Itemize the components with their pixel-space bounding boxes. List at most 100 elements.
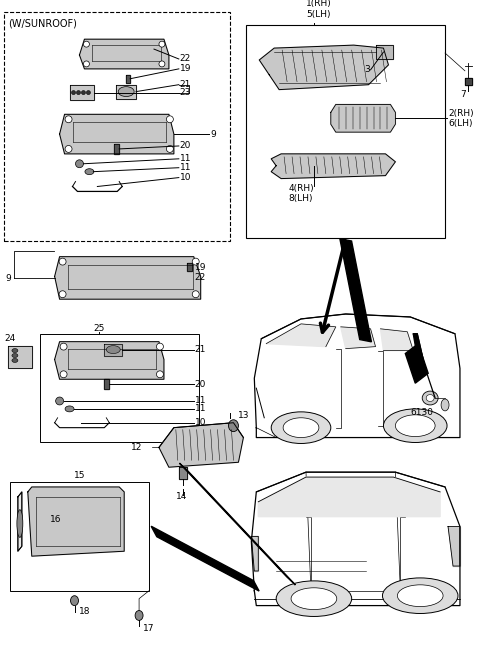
Polygon shape — [18, 492, 22, 551]
Text: 19: 19 — [195, 263, 206, 272]
Ellipse shape — [84, 61, 89, 67]
Text: 24: 24 — [4, 334, 15, 343]
Ellipse shape — [12, 358, 18, 362]
Polygon shape — [104, 344, 122, 356]
Text: 10: 10 — [195, 419, 206, 427]
Ellipse shape — [65, 406, 74, 412]
Ellipse shape — [422, 391, 438, 405]
Ellipse shape — [384, 409, 447, 443]
Polygon shape — [180, 463, 295, 585]
Ellipse shape — [59, 291, 66, 298]
Ellipse shape — [85, 169, 94, 174]
Polygon shape — [340, 239, 372, 342]
Ellipse shape — [271, 412, 331, 443]
Text: 14: 14 — [176, 493, 187, 501]
Polygon shape — [252, 537, 258, 571]
Polygon shape — [104, 379, 109, 389]
Ellipse shape — [118, 87, 134, 96]
Text: 21: 21 — [195, 345, 206, 354]
Polygon shape — [179, 467, 187, 479]
Ellipse shape — [135, 611, 143, 621]
Polygon shape — [266, 324, 336, 346]
Polygon shape — [70, 85, 95, 100]
Polygon shape — [448, 527, 460, 566]
Ellipse shape — [441, 399, 449, 411]
Polygon shape — [159, 422, 243, 467]
Ellipse shape — [17, 510, 23, 537]
Ellipse shape — [76, 91, 81, 94]
Bar — [4, 12, 230, 241]
Text: 16: 16 — [49, 515, 61, 524]
Text: 2(RH): 2(RH) — [448, 109, 474, 118]
Polygon shape — [8, 346, 32, 369]
Polygon shape — [114, 144, 119, 154]
Polygon shape — [375, 45, 394, 59]
Text: 8(LH): 8(LH) — [289, 194, 313, 203]
Polygon shape — [413, 334, 425, 369]
Polygon shape — [331, 104, 396, 132]
Polygon shape — [151, 526, 259, 591]
Text: 25: 25 — [94, 324, 105, 333]
Ellipse shape — [84, 41, 89, 47]
Ellipse shape — [156, 371, 163, 378]
Text: 23: 23 — [180, 88, 191, 97]
Ellipse shape — [192, 291, 199, 298]
Ellipse shape — [396, 415, 435, 436]
Text: 1(RH): 1(RH) — [306, 0, 332, 8]
Ellipse shape — [283, 418, 319, 438]
Polygon shape — [252, 472, 460, 605]
Ellipse shape — [59, 258, 66, 265]
Ellipse shape — [72, 91, 75, 94]
Text: 6130: 6130 — [410, 408, 433, 417]
Ellipse shape — [228, 420, 239, 432]
Text: 22: 22 — [195, 273, 206, 282]
Ellipse shape — [383, 578, 458, 613]
Text: 9: 9 — [211, 130, 216, 138]
Polygon shape — [381, 329, 413, 350]
Ellipse shape — [106, 346, 120, 354]
Ellipse shape — [60, 343, 67, 350]
Polygon shape — [271, 154, 396, 178]
Ellipse shape — [86, 91, 90, 94]
Ellipse shape — [71, 596, 79, 605]
Ellipse shape — [291, 588, 337, 609]
Text: 21: 21 — [180, 80, 191, 89]
Text: 19: 19 — [180, 64, 192, 73]
Text: (W/SUNROOF): (W/SUNROOF) — [8, 18, 77, 28]
Ellipse shape — [426, 394, 434, 401]
Ellipse shape — [65, 116, 72, 123]
Text: 7: 7 — [460, 90, 466, 99]
Polygon shape — [405, 344, 428, 383]
Text: 17: 17 — [143, 624, 155, 633]
Ellipse shape — [82, 91, 85, 94]
Ellipse shape — [167, 146, 173, 152]
Polygon shape — [341, 327, 375, 348]
Bar — [246, 26, 445, 238]
Text: 11: 11 — [195, 396, 206, 405]
Ellipse shape — [276, 581, 352, 617]
Text: 20: 20 — [180, 142, 191, 150]
Ellipse shape — [56, 397, 63, 405]
Polygon shape — [116, 85, 136, 98]
Ellipse shape — [159, 61, 165, 67]
Ellipse shape — [167, 116, 173, 123]
Text: 4(RH): 4(RH) — [288, 184, 314, 193]
Polygon shape — [28, 487, 124, 556]
Polygon shape — [258, 477, 440, 517]
Ellipse shape — [65, 146, 72, 152]
Text: 18: 18 — [79, 607, 90, 616]
Ellipse shape — [12, 354, 18, 358]
Text: 5(LH): 5(LH) — [306, 10, 330, 19]
Polygon shape — [55, 256, 201, 299]
Bar — [40, 334, 199, 443]
Ellipse shape — [397, 585, 443, 607]
Text: 6(LH): 6(LH) — [448, 119, 472, 128]
Bar — [10, 482, 149, 591]
Polygon shape — [187, 262, 192, 272]
Polygon shape — [55, 342, 164, 379]
Ellipse shape — [60, 371, 67, 378]
Text: 15: 15 — [74, 470, 85, 480]
Ellipse shape — [75, 160, 84, 168]
Text: 11: 11 — [180, 154, 192, 163]
Polygon shape — [80, 39, 169, 69]
